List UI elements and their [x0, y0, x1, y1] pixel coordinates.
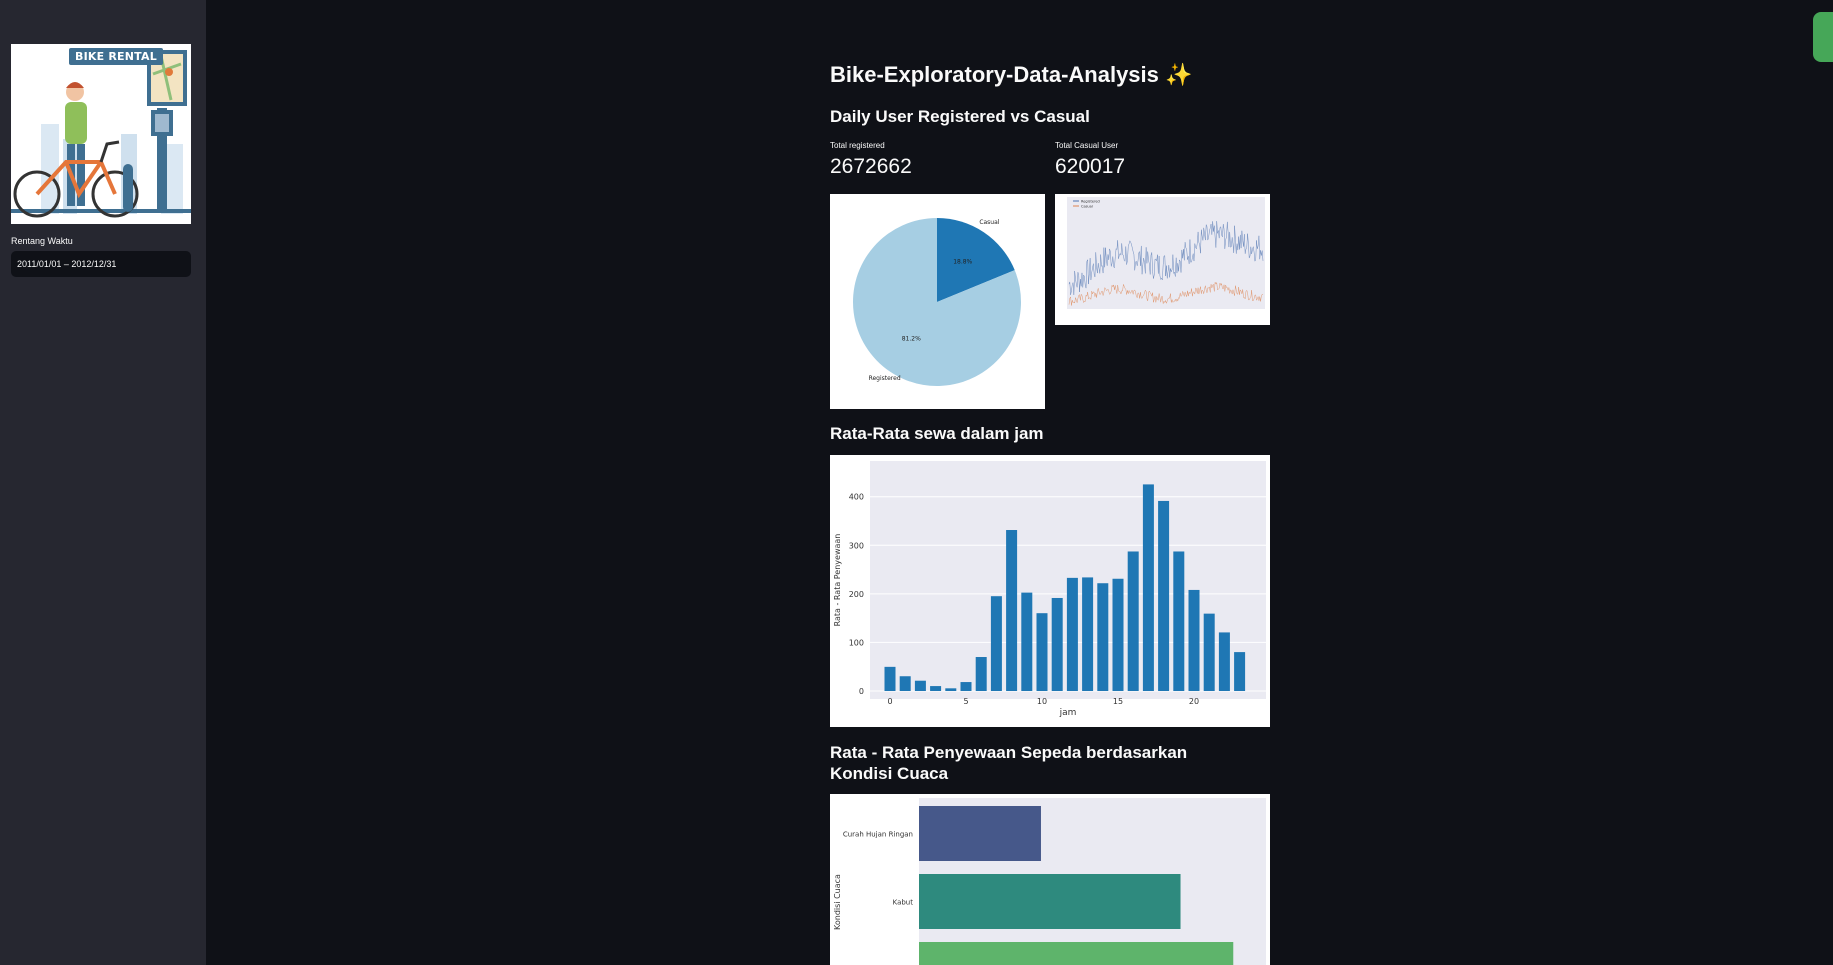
bar-hour-13	[1082, 577, 1094, 691]
section-hourly-title: Rata-Rata sewa dalam jam	[830, 424, 1044, 443]
x-tick-label: 5	[963, 697, 968, 706]
series-line-registered	[1068, 221, 1264, 295]
weather-bar-0	[919, 806, 1041, 861]
bar-hour-21	[1203, 613, 1215, 691]
pie-slice-registered	[853, 218, 1021, 386]
weather-y-axis-label: Kondisi Cuaca	[833, 874, 842, 930]
bar-hour-9	[1021, 592, 1033, 691]
bar-hour-8	[1006, 530, 1018, 691]
bar-hour-10	[1036, 613, 1048, 691]
weather-category-label: Curah Hujan Ringan	[843, 831, 913, 839]
x-axis-label: jam	[1059, 708, 1077, 718]
pie-slice-casual	[937, 218, 1015, 302]
bar-hour-23	[1234, 652, 1246, 691]
legend-label: Registered	[1081, 200, 1100, 204]
y-tick-label: 300	[849, 541, 864, 550]
date-range-label: Rentang Waktu	[11, 236, 73, 246]
pie-chart: 18.8% Casual 81.2% Registered	[830, 194, 1045, 409]
bar-hour-17	[1142, 484, 1154, 691]
series-line-casual	[1068, 281, 1264, 306]
weather-bar-1	[919, 874, 1181, 929]
bar-hour-6	[975, 657, 987, 691]
pie-category-label: Registered	[869, 375, 901, 382]
page-title: Bike-Exploratory-Data-Analysis ✨	[830, 62, 1193, 87]
metric-registered-label: Total registered	[830, 141, 885, 150]
x-tick-label: 10	[1037, 697, 1047, 706]
x-tick-label: 20	[1189, 697, 1199, 706]
y-tick-label: 400	[849, 493, 864, 502]
bar-hour-5	[960, 682, 972, 691]
sidebar: BIKE RENTAL Rentang Waktu 2011/01/01 – 2…	[0, 0, 206, 965]
x-tick-label: 0	[887, 697, 892, 706]
bar-hour-3	[930, 686, 942, 691]
status-tab[interactable]	[1813, 12, 1833, 62]
y-tick-label: 0	[859, 687, 864, 696]
bar-hour-12	[1066, 577, 1078, 691]
line-plot-area	[1067, 197, 1265, 309]
bar-hour-14	[1097, 583, 1109, 691]
pie-pct-label: 81.2%	[902, 335, 921, 342]
bar-hour-19	[1173, 551, 1185, 691]
hourly-bar-chart: 0 100 200 300 400 0 5 10 15 20 jam Rata - Rata Peny…	[830, 455, 1270, 727]
weather-bar-chart: Curah Hujan RinganKabutCerahKondisi Cuac…	[830, 794, 1270, 965]
y-tick-label: 100	[849, 638, 864, 647]
metric-casual-value: 620017	[1055, 155, 1126, 178]
x-tick-label: 15	[1113, 697, 1123, 706]
date-range-input[interactable]: 2011/01/01 – 2012/12/31	[11, 251, 191, 277]
bar-hour-7	[990, 596, 1002, 691]
line-chart: Registered Casual	[1055, 194, 1270, 325]
y-tick-label: 200	[849, 590, 864, 599]
weather-category-label: Kabut	[893, 899, 914, 907]
bar-hour-1	[899, 676, 911, 691]
bar-hour-22	[1218, 632, 1230, 691]
bar-hour-4	[945, 688, 957, 691]
logo-text: BIKE RENTAL	[69, 48, 163, 65]
bar-hour-11	[1051, 597, 1063, 691]
bar-hour-16	[1127, 551, 1139, 691]
metric-casual-label: Total Casual User	[1055, 141, 1119, 150]
metric-registered-value: 2672662	[830, 155, 912, 178]
bar-hour-15	[1112, 578, 1124, 691]
bar-hour-20	[1188, 589, 1200, 691]
bar-hour-18	[1158, 500, 1170, 691]
pie-pct-label: 18.8%	[953, 259, 972, 266]
pie-category-label: Casual	[979, 219, 999, 226]
bike-rental-logo: BIKE RENTAL	[11, 44, 191, 224]
section-weather-title: Rata - Rata Penyewaan Sepeda berdasarkan…	[830, 743, 1188, 783]
bar-hour-0	[884, 666, 896, 691]
legend-label: Casual	[1081, 205, 1093, 209]
y-axis-label: Rata - Rata Penyewaan	[833, 534, 842, 627]
section-daily-users-title: Daily User Registered vs Casual	[830, 107, 1090, 126]
bar-hour-2	[914, 680, 926, 691]
weather-bar-2	[919, 942, 1234, 965]
